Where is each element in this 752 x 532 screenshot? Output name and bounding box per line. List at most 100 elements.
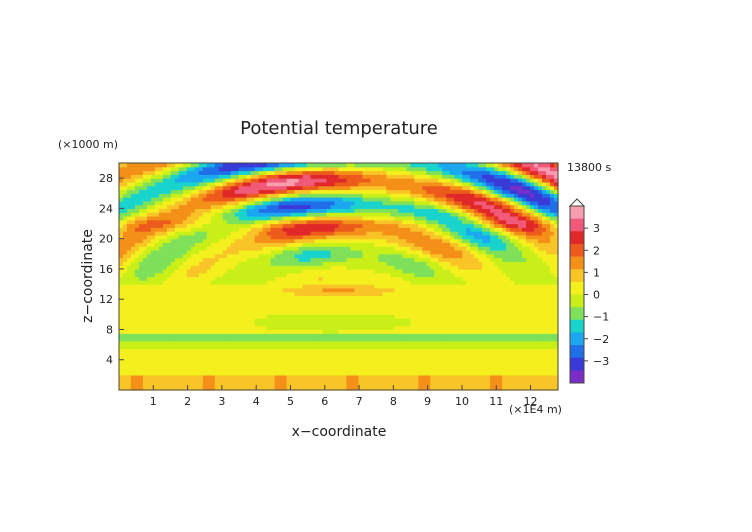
- heatmap-cell: [122, 166, 128, 172]
- heatmap-cell: [126, 295, 132, 300]
- heatmap-cell: [222, 355, 228, 361]
- heatmap-cell: [398, 280, 403, 285]
- heatmap-cell: [274, 359, 280, 365]
- heatmap-cell: [254, 363, 260, 368]
- heatmap-cell: [382, 325, 387, 331]
- heatmap-cell: [398, 382, 403, 387]
- heatmap-cell: [294, 250, 300, 255]
- heatmap-cell: [294, 197, 300, 202]
- heatmap-cell: [350, 310, 356, 315]
- heatmap-cell: [182, 166, 188, 172]
- heatmap-cell: [274, 185, 280, 191]
- heatmap-cell: [446, 276, 451, 281]
- heatmap-cell: [282, 185, 288, 191]
- heatmap-cell: [150, 306, 156, 312]
- heatmap-cell: [298, 261, 304, 266]
- heatmap-cell: [119, 374, 124, 380]
- heatmap-cell: [174, 181, 180, 187]
- heatmap-cell: [298, 386, 304, 391]
- heatmap-cell: [254, 284, 260, 289]
- heatmap-cell: [178, 344, 184, 349]
- heatmap-cell: [290, 355, 296, 361]
- heatmap-cell: [410, 284, 415, 289]
- heatmap-cell: [394, 193, 399, 198]
- heatmap-cell: [158, 174, 164, 179]
- heatmap-cell: [414, 325, 419, 331]
- heatmap-cell: [442, 340, 447, 346]
- heatmap-cell: [414, 166, 419, 172]
- heatmap-cell: [202, 329, 208, 334]
- heatmap-cell: [366, 295, 372, 300]
- heatmap-cell: [262, 386, 268, 391]
- heatmap-cell: [358, 193, 364, 198]
- heatmap-cell: [434, 268, 439, 274]
- heatmap-cell: [378, 227, 383, 232]
- heatmap-cell: [442, 257, 447, 262]
- heatmap-cell: [378, 325, 383, 331]
- heatmap-cell: [430, 340, 435, 346]
- heatmap-cell: [430, 302, 435, 308]
- heatmap-cell: [150, 329, 156, 334]
- heatmap-cell: [126, 170, 132, 175]
- heatmap-cell: [434, 276, 439, 281]
- heatmap-cell: [302, 374, 308, 380]
- heatmap-cell: [306, 329, 312, 334]
- heatmap-cell: [222, 378, 228, 384]
- heatmap-cell: [398, 219, 403, 225]
- heatmap-cell: [178, 204, 184, 209]
- heatmap-cell: [266, 287, 272, 293]
- heatmap-cell: [214, 386, 220, 391]
- heatmap-cell: [162, 310, 168, 315]
- heatmap-cell: [362, 306, 368, 312]
- heatmap-cell: [310, 170, 316, 175]
- heatmap-cell: [390, 374, 395, 380]
- heatmap-cell: [182, 291, 188, 297]
- heatmap-cell: [218, 355, 224, 361]
- heatmap-cell: [130, 223, 136, 228]
- heatmap-cell: [422, 359, 427, 365]
- heatmap-cell: [398, 374, 403, 380]
- heatmap-cell: [310, 197, 316, 202]
- heatmap-cell: [186, 284, 192, 289]
- heatmap-cell: [422, 355, 427, 361]
- heatmap-cell: [326, 291, 332, 297]
- heatmap-cell: [154, 250, 160, 255]
- heatmap-cell: [350, 189, 356, 194]
- heatmap-cell: [378, 208, 383, 213]
- heatmap-cell: [382, 348, 387, 353]
- heatmap-cell: [174, 242, 180, 247]
- heatmap-cell: [330, 268, 336, 274]
- heatmap-cell: [242, 174, 248, 179]
- heatmap-cell: [214, 367, 220, 372]
- heatmap-cell: [386, 219, 391, 225]
- heatmap-cell: [166, 227, 172, 232]
- heatmap-cell: [410, 200, 415, 206]
- heatmap-cell: [414, 257, 419, 262]
- heatmap-cell: [274, 306, 280, 312]
- heatmap-cell: [138, 268, 144, 274]
- heatmap-cell: [206, 238, 212, 244]
- heatmap-cell: [174, 246, 180, 251]
- heatmap-cell: [370, 359, 376, 365]
- heatmap-cell: [234, 371, 240, 376]
- heatmap-cell: [334, 163, 340, 168]
- heatmap-cell: [410, 348, 415, 353]
- heatmap-cell: [406, 291, 411, 297]
- heatmap-cell: [350, 238, 356, 244]
- heatmap-cell: [422, 280, 427, 285]
- heatmap-cell: [442, 382, 447, 387]
- heatmap-cell: [238, 193, 244, 198]
- heatmap-cell: [294, 189, 300, 194]
- heatmap-cell: [242, 272, 248, 278]
- heatmap-cell: [206, 378, 212, 384]
- heatmap-cell: [446, 238, 451, 244]
- heatmap-cell: [342, 295, 348, 300]
- heatmap-cell: [386, 352, 391, 357]
- heatmap-cell: [402, 287, 407, 293]
- heatmap-cell: [214, 352, 220, 357]
- heatmap-cell: [126, 178, 132, 183]
- heatmap-cell: [306, 234, 312, 240]
- heatmap-cell: [426, 265, 431, 270]
- heatmap-cell: [238, 170, 244, 175]
- heatmap-cell: [326, 253, 332, 259]
